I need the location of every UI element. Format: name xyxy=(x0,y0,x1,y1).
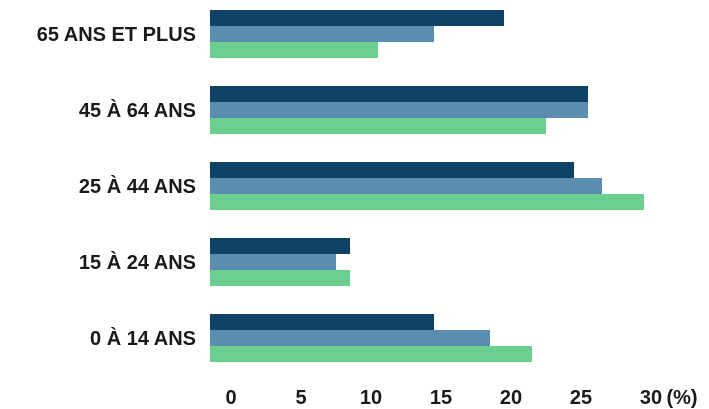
bar xyxy=(210,42,378,58)
x-axis-tick-labels: 0 5 10 15 20 25 30 xyxy=(225,387,662,409)
bar xyxy=(210,346,532,362)
bar xyxy=(210,254,336,270)
bars xyxy=(210,10,644,362)
bar xyxy=(210,238,350,254)
bar xyxy=(210,102,588,118)
x-tick-label: 10 xyxy=(360,387,382,409)
bar xyxy=(210,270,350,286)
x-tick-label: 5 xyxy=(295,387,306,409)
x-tick-label: 25 xyxy=(570,387,592,409)
bar xyxy=(210,194,644,210)
bar xyxy=(210,86,588,102)
x-tick-label: 20 xyxy=(500,387,522,409)
bar xyxy=(210,330,490,346)
x-axis-unit-label: (%) xyxy=(666,387,697,409)
category-label: 65 ANS ET PLUS xyxy=(37,24,196,46)
bar xyxy=(210,178,602,194)
bar xyxy=(210,314,434,330)
x-tick-label: 30 xyxy=(640,387,662,409)
bar xyxy=(210,26,434,42)
category-label: 25 À 44 ANS xyxy=(79,175,196,198)
category-label: 0 À 14 ANS xyxy=(90,327,196,350)
x-tick-label: 0 xyxy=(225,387,236,409)
category-label: 45 À 64 ANS xyxy=(79,99,196,122)
bar xyxy=(210,162,574,178)
bar xyxy=(210,118,546,134)
category-labels: 65 ANS ET PLUS 45 À 64 ANS 25 À 44 ANS 15 À… xyxy=(37,24,196,350)
category-label: 15 À 24 ANS xyxy=(79,251,196,274)
x-tick-label: 15 xyxy=(430,387,452,409)
bar xyxy=(210,10,504,26)
